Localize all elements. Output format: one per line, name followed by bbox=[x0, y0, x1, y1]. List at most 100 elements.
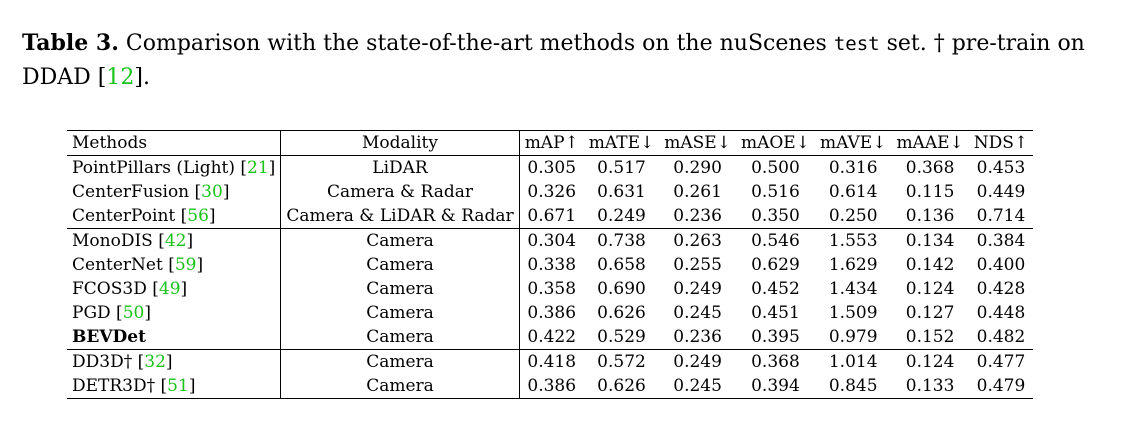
citation-link[interactable]: 51 bbox=[167, 376, 189, 396]
modality-cell: Camera bbox=[280, 301, 520, 325]
value-cell-mave: 1.509 bbox=[828, 303, 878, 323]
header-mase: mASE↓ bbox=[664, 133, 731, 153]
table-row: PGD [50] Camera 0.386 0.626 0.245 0.451 1.509 0… bbox=[67, 301, 1033, 325]
header-mate: mATE↓ bbox=[588, 133, 655, 153]
value-cell-maae: 0.127 bbox=[905, 303, 955, 323]
header-map: mAP↑ bbox=[524, 133, 579, 153]
value-cell-mave: 0.979 bbox=[828, 327, 878, 347]
value-cell-mase: 0.263 bbox=[673, 231, 722, 251]
value-cell-mave: 0.250 bbox=[828, 206, 878, 226]
value-cell-mave: 0.614 bbox=[828, 182, 878, 202]
citation-bracket: ] bbox=[268, 158, 276, 178]
value-cell-map: 0.338 bbox=[527, 255, 577, 275]
citation-link[interactable]: 56 bbox=[187, 206, 209, 226]
citation-link[interactable]: 42 bbox=[164, 231, 187, 251]
method-cell: PointPillars (Light) [21] bbox=[67, 155, 282, 180]
table-header: Methods Modality mAP↑ mATE↓ mASE↓ mAOE↓ … bbox=[67, 130, 1034, 156]
value-cell-mave: 0.316 bbox=[828, 158, 878, 178]
value-cell-mase: 0.249 bbox=[673, 279, 722, 299]
value-cell-mate: 0.626 bbox=[597, 303, 646, 323]
value-cell-maoe: 0.350 bbox=[751, 206, 800, 226]
value-cell-mase: 0.249 bbox=[673, 352, 722, 372]
value-cell-mate: 0.631 bbox=[597, 182, 646, 202]
citation-link[interactable]: 50 bbox=[122, 303, 145, 323]
modality-cell: Camera & LiDAR & Radar bbox=[280, 204, 520, 229]
value-cell-nds: 0.428 bbox=[976, 279, 1026, 299]
citation-bracket: ] bbox=[165, 352, 173, 372]
caption-text: Comparison with the state-of-the-art met… bbox=[118, 31, 834, 56]
header-maae: mAAE↓ bbox=[896, 133, 964, 153]
modality-cell: Camera bbox=[280, 253, 520, 277]
value-cell-mave: 1.014 bbox=[828, 352, 878, 372]
table-group: DD3D† [32] Camera 0.418 0.572 0.249 0.368 1.01… bbox=[67, 349, 1034, 399]
method-name: DD3D† [ bbox=[72, 352, 145, 372]
table-row: CenterPoint [56] Camera & LiDAR & Radar 0.… bbox=[67, 204, 1033, 229]
value-cell-map: 0.386 bbox=[527, 376, 577, 396]
table-caption: Table 3. Comparison with the state-of-th… bbox=[22, 26, 1122, 95]
value-cell-map: 0.326 bbox=[527, 182, 577, 202]
value-cell-mase: 0.261 bbox=[673, 182, 722, 202]
value-cell-maae: 0.124 bbox=[905, 279, 955, 299]
value-cell-mave: 1.629 bbox=[828, 255, 878, 275]
value-cell-nds: 0.714 bbox=[976, 206, 1026, 226]
value-cell-maoe: 0.629 bbox=[751, 255, 800, 275]
modality-cell: Camera bbox=[280, 349, 520, 374]
modality-cell: Camera bbox=[280, 374, 520, 399]
value-cell-mase: 0.245 bbox=[673, 376, 722, 396]
header-row: Methods Modality mAP↑ mATE↓ mASE↓ mAOE↓ … bbox=[67, 130, 1034, 156]
method-name: CenterNet [ bbox=[72, 255, 175, 275]
value-cell-maae: 0.152 bbox=[905, 327, 955, 347]
citation-link[interactable]: 49 bbox=[158, 279, 181, 299]
method-cell: BEVDet bbox=[67, 325, 282, 350]
value-cell-maae: 0.368 bbox=[905, 158, 955, 178]
table-row: CenterNet [59] Camera 0.338 0.658 0.255 0.629… bbox=[67, 253, 1033, 277]
table-group: PointPillars (Light) [21] LiDAR 0.305 0.517… bbox=[67, 155, 1034, 229]
modality-cell: Camera bbox=[280, 325, 520, 350]
header-methods: Methods bbox=[67, 130, 282, 156]
method-cell: DD3D† [32] bbox=[67, 349, 282, 374]
value-cell-map: 0.671 bbox=[527, 206, 577, 226]
method-cell: MonoDIS [42] bbox=[67, 228, 282, 253]
method-cell: DETR3D† [51] bbox=[67, 374, 282, 399]
citation-link[interactable]: 30 bbox=[201, 182, 223, 202]
value-cell-nds: 0.453 bbox=[976, 158, 1026, 178]
caption-label: Table 3. bbox=[22, 30, 119, 56]
value-cell-maoe: 0.394 bbox=[751, 376, 800, 396]
value-cell-mase: 0.290 bbox=[673, 158, 722, 178]
modality-cell: Camera bbox=[280, 228, 520, 253]
value-cell-map: 0.422 bbox=[527, 327, 577, 347]
caption-text-2: set. † pre-train on DDAD [ bbox=[22, 31, 1085, 90]
table-row: PointPillars (Light) [21] LiDAR 0.305 0.517… bbox=[67, 155, 1033, 180]
table-row: DETR3D† [51] Camera 0.386 0.626 0.245 0.394 0.… bbox=[67, 374, 1033, 399]
value-cell-mase: 0.236 bbox=[673, 327, 722, 347]
results-table: Methods Modality mAP↑ mATE↓ mASE↓ mAOE↓ … bbox=[67, 130, 1034, 399]
value-cell-nds: 0.482 bbox=[976, 327, 1026, 347]
value-cell-map: 0.305 bbox=[527, 158, 577, 178]
method-cell: CenterPoint [56] bbox=[67, 204, 282, 229]
citation-link[interactable]: 21 bbox=[247, 158, 269, 178]
method-name: MonoDIS [ bbox=[72, 231, 165, 251]
modality-cell: Camera bbox=[280, 277, 520, 301]
value-cell-map: 0.418 bbox=[527, 352, 577, 372]
method-name: FCOS3D [ bbox=[72, 279, 159, 299]
value-cell-mave: 0.845 bbox=[828, 376, 878, 396]
value-cell-mate: 0.572 bbox=[597, 352, 646, 372]
value-cell-mase: 0.245 bbox=[673, 303, 722, 323]
value-cell-mase: 0.236 bbox=[673, 206, 722, 226]
method-name: DETR3D† [ bbox=[72, 376, 168, 396]
method-cell: CenterFusion [30] bbox=[67, 180, 282, 204]
caption-citation-link[interactable]: 12 bbox=[106, 65, 135, 90]
value-cell-maoe: 0.451 bbox=[751, 303, 800, 323]
table-group: MonoDIS [42] Camera 0.304 0.738 0.263 0.546 1.… bbox=[67, 228, 1034, 350]
value-cell-mate: 0.529 bbox=[597, 327, 646, 347]
citation-bracket: ] bbox=[186, 231, 194, 251]
value-cell-maae: 0.142 bbox=[905, 255, 955, 275]
method-name: PGD [ bbox=[72, 303, 123, 323]
value-cell-maoe: 0.516 bbox=[751, 182, 800, 202]
citation-bracket: ] bbox=[222, 182, 230, 202]
value-cell-mate: 0.517 bbox=[597, 158, 646, 178]
value-cell-maoe: 0.500 bbox=[751, 158, 800, 178]
method-cell: FCOS3D [49] bbox=[67, 277, 282, 301]
citation-link[interactable]: 59 bbox=[174, 255, 197, 275]
citation-link[interactable]: 32 bbox=[144, 352, 166, 372]
